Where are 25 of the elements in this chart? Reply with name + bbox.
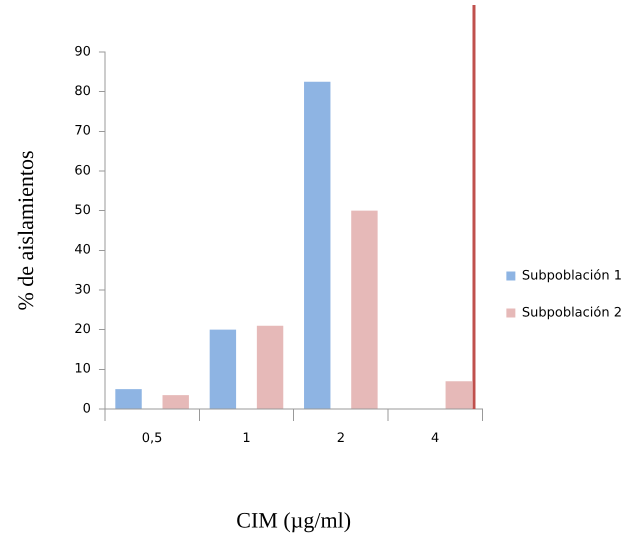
x-tick-label: 2 — [336, 431, 345, 446]
x-axis-title: CIM (µg/ml) — [236, 508, 352, 533]
y-axis-title: % de aislamientos — [12, 150, 38, 311]
y-tick-label: 0 — [82, 401, 91, 416]
x-tick-label: 1 — [242, 431, 251, 446]
bar — [446, 381, 472, 408]
bar — [351, 210, 378, 408]
bar — [162, 395, 189, 408]
y-tick-label: 40 — [74, 242, 91, 258]
y-tick-label: 30 — [74, 282, 91, 298]
legend-label: Subpoblación 2 — [522, 305, 622, 320]
y-tick-label: 50 — [74, 203, 91, 218]
bar — [304, 82, 330, 408]
bar — [210, 330, 236, 408]
legend-label: Subpoblación 1 — [522, 268, 622, 284]
y-tick-label: 10 — [74, 362, 91, 377]
y-tick-label: 20 — [74, 322, 91, 338]
y-tick-label: 60 — [74, 163, 91, 178]
bar — [115, 389, 142, 408]
x-tick-label: 4 — [431, 431, 440, 446]
y-tick-label: 80 — [74, 84, 91, 100]
x-tick-label: 0,5 — [142, 431, 162, 446]
y-tick-label: 90 — [74, 44, 91, 60]
y-tick-label: 70 — [74, 124, 91, 139]
bar — [256, 326, 284, 408]
